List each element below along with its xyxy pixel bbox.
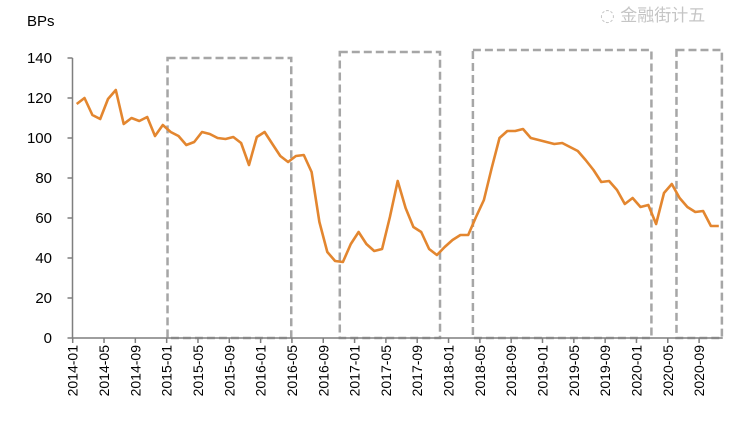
- x-tick-label: 2020-09: [691, 345, 707, 397]
- y-tick-label: 40: [35, 250, 52, 267]
- x-tick-label: 2016-01: [253, 345, 269, 397]
- y-axis-label: BPs: [27, 13, 55, 30]
- x-tick-label: 2017-09: [409, 345, 425, 397]
- highlight-period-box: [473, 50, 652, 338]
- x-tick-label: 2019-05: [566, 345, 582, 397]
- x-tick-label: 2016-05: [284, 345, 300, 397]
- highlight-period-box: [340, 52, 440, 338]
- y-tick-label: 120: [27, 90, 52, 107]
- x-tick-label: 2018-05: [472, 345, 488, 397]
- x-tick-label: 2019-01: [535, 345, 551, 397]
- y-tick-label: 20: [35, 290, 52, 307]
- x-tick-label: 2017-01: [347, 345, 363, 397]
- watermark-text: 金融街计五: [620, 6, 705, 26]
- y-tick-label: 140: [27, 50, 52, 67]
- watermark: ◌ 金融街计五: [600, 6, 705, 26]
- x-tick-label: 2019-09: [597, 345, 613, 397]
- highlight-period-box: [676, 50, 721, 338]
- series-line: [77, 90, 719, 262]
- y-tick-label: 100: [27, 130, 52, 147]
- y-tick-label: 0: [44, 330, 52, 347]
- x-tick-label: 2014-01: [65, 345, 81, 397]
- x-tick-label: 2014-05: [96, 345, 112, 397]
- x-tick-label: 2015-05: [190, 345, 206, 397]
- x-tick-label: 2016-09: [315, 345, 331, 397]
- x-tick-label: 2020-01: [628, 345, 644, 397]
- y-tick-label: 80: [35, 170, 52, 187]
- highlight-period-box: [168, 58, 292, 338]
- x-tick-label: 2015-09: [221, 345, 237, 397]
- x-tick-label: 2017-05: [378, 345, 394, 397]
- y-tick-label: 60: [35, 210, 52, 227]
- x-tick-label: 2015-01: [159, 345, 175, 397]
- wechat-icon: ◌: [600, 6, 615, 26]
- x-tick-label: 2020-05: [660, 345, 676, 397]
- x-tick-label: 2018-01: [441, 345, 457, 397]
- x-tick-label: 2018-09: [503, 345, 519, 397]
- x-tick-label: 2014-09: [127, 345, 143, 397]
